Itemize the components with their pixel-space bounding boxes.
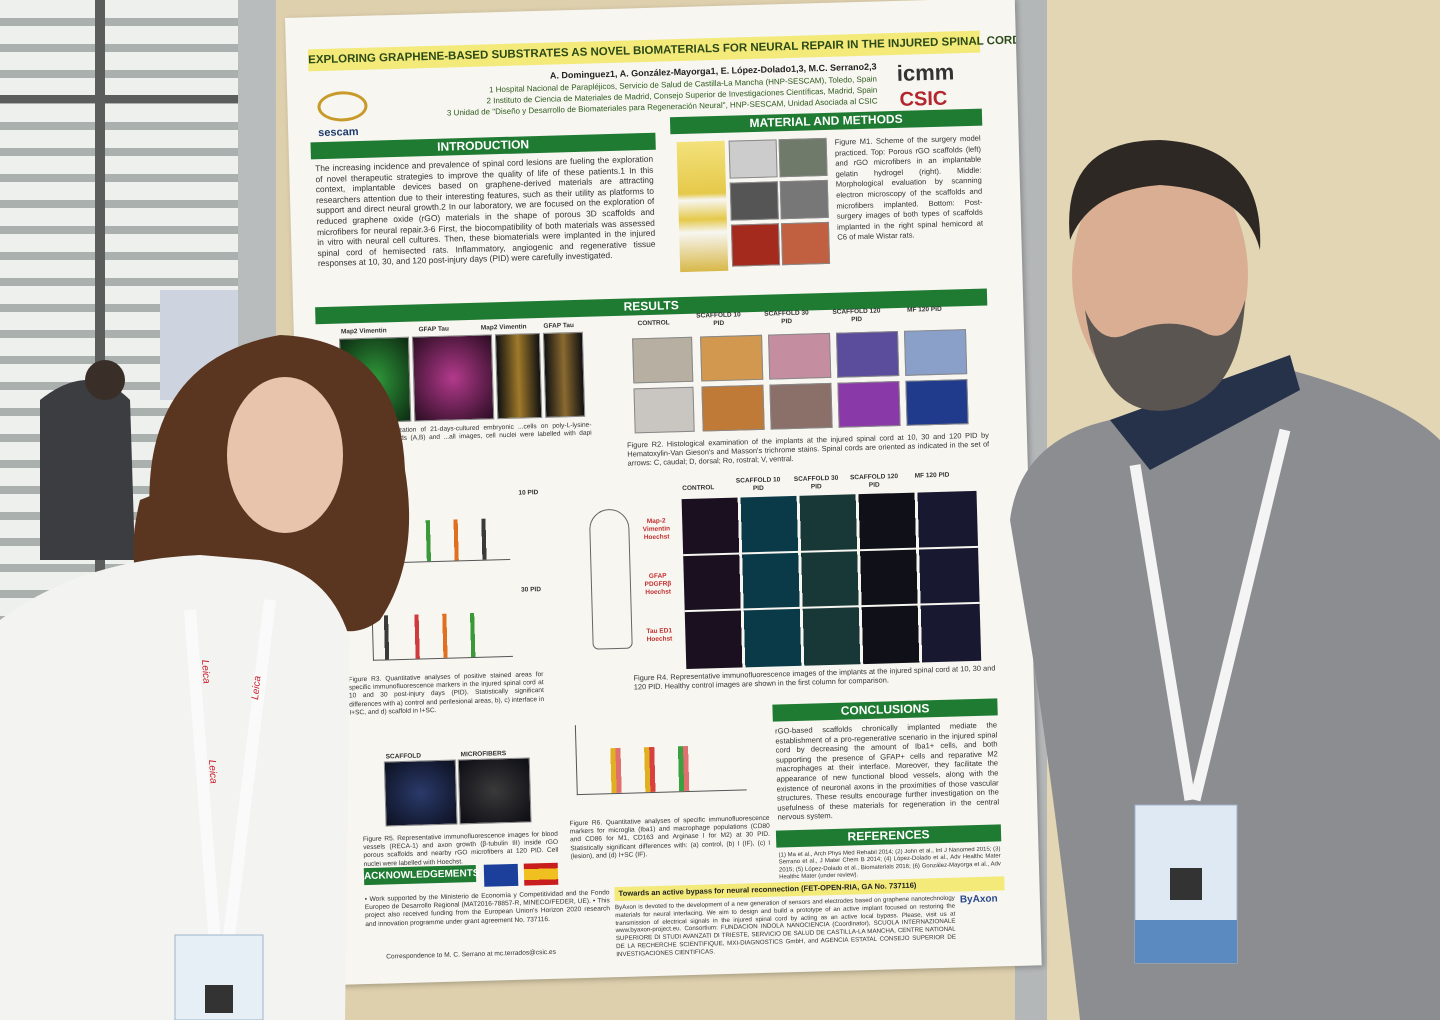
image-panel bbox=[836, 331, 900, 378]
image-panel bbox=[457, 757, 532, 825]
chart-label: 30 PID bbox=[521, 586, 542, 594]
rat-diagram bbox=[588, 508, 633, 650]
logo-sescam: sescam bbox=[318, 125, 359, 140]
image-panel bbox=[542, 331, 586, 418]
image-panel bbox=[769, 382, 833, 430]
panel-label: GFAP Tau bbox=[418, 325, 450, 334]
conclusions-text: rGO-based scaffolds chronically implante… bbox=[774, 720, 1000, 822]
image-panel bbox=[768, 332, 832, 380]
image-panel bbox=[494, 333, 543, 420]
image-panel bbox=[701, 384, 765, 432]
column-label: MF 120 PID bbox=[906, 305, 942, 314]
introduction-text: The increasing incidence and prevalence … bbox=[315, 153, 656, 269]
panel-label: GFAP Tau bbox=[543, 322, 575, 330]
figure-caption: Figure R2. Histological examination of t… bbox=[626, 430, 990, 468]
spain-flag bbox=[523, 862, 559, 886]
bar-chart bbox=[371, 596, 513, 661]
image-panel bbox=[837, 380, 901, 428]
image-panel bbox=[632, 336, 694, 384]
image-panel bbox=[700, 334, 764, 382]
row-label: Map-2 Vimentin Hoechst bbox=[642, 517, 671, 542]
image-panel bbox=[730, 223, 781, 267]
surgery-scheme bbox=[676, 140, 729, 273]
column-label: SCAFFOLD 10 PID bbox=[696, 311, 741, 328]
panel-label: Map2 Vimentin bbox=[480, 323, 527, 332]
column-label: MF 120 PID bbox=[914, 471, 950, 480]
figure-caption: ...logical characterization of 21-days-c… bbox=[341, 421, 592, 452]
window-frame bbox=[0, 95, 240, 103]
wall-panel bbox=[1047, 0, 1440, 1020]
image-grid bbox=[681, 490, 982, 670]
image-panel bbox=[778, 137, 828, 178]
bar-chart bbox=[368, 499, 511, 564]
image-panel bbox=[903, 329, 968, 376]
row-label: GFAP PDGFRβ Hoechst bbox=[644, 572, 672, 597]
column-label: SCAFFOLD 10 PID bbox=[735, 476, 781, 493]
image-panel bbox=[728, 139, 778, 179]
image-panel bbox=[779, 179, 829, 220]
background-person-head bbox=[85, 360, 125, 400]
panel-label: Map2 Vimentin bbox=[340, 327, 387, 336]
column-label: SCAFFOLD 30 PID bbox=[793, 474, 839, 491]
acknowledgements-text: • Work supported by the Ministerio de Ec… bbox=[364, 889, 611, 928]
eu-flag bbox=[483, 863, 519, 887]
column-label: CONTROL bbox=[682, 484, 715, 493]
byaxon-text: ByAxon is devoted to the development of … bbox=[614, 894, 957, 958]
image-panel bbox=[338, 336, 412, 424]
section-heading: ACKNOWLEDGEMENTS bbox=[363, 865, 480, 886]
image-panel bbox=[729, 181, 779, 221]
figure-caption: Figure R3. Quantitative analyses of posi… bbox=[348, 671, 545, 717]
poster: EXPLORING GRAPHENE-BASED SUBSTRATES AS N… bbox=[285, 0, 1042, 986]
figure-caption: Figure R6. Quantitative analyses of spec… bbox=[569, 814, 771, 861]
section-heading: MATERIAL AND METHODS bbox=[669, 108, 983, 135]
pillar bbox=[238, 0, 276, 1020]
poster-title: EXPLORING GRAPHENE-BASED SUBSTRATES AS N… bbox=[307, 30, 1021, 72]
row-label: Tau ED1 Hoechst bbox=[646, 627, 673, 644]
logo-icmm: icmm bbox=[896, 59, 955, 86]
logo-csic: CSIC bbox=[899, 87, 948, 111]
image-panel bbox=[633, 386, 695, 434]
background-person bbox=[40, 380, 135, 560]
byaxon-logo: ByAxon bbox=[959, 893, 998, 906]
image-panel bbox=[411, 334, 495, 422]
bar-chart bbox=[574, 720, 747, 796]
background-poster bbox=[160, 290, 240, 400]
column-label: SCAFFOLD 120 PID bbox=[849, 473, 899, 489]
image-panel bbox=[383, 759, 458, 827]
figure-caption: Figure M1. Scheme of the surgery model p… bbox=[834, 133, 984, 243]
correspondence: Correspondence to M. C. Serrano at mc.te… bbox=[386, 948, 557, 961]
chart-label: 10 PID bbox=[518, 489, 539, 497]
column-label: CONTROL bbox=[637, 319, 670, 328]
image-panel bbox=[905, 379, 969, 426]
column-label: SCAFFOLD 30 PID bbox=[764, 309, 809, 326]
column-label: SCAFFOLD 120 PID bbox=[832, 307, 881, 324]
logo-hnp bbox=[317, 90, 368, 123]
section-heading: CONCLUSIONS bbox=[772, 698, 998, 722]
section-heading: REFERENCES bbox=[775, 824, 1002, 848]
image-panel bbox=[780, 221, 831, 266]
